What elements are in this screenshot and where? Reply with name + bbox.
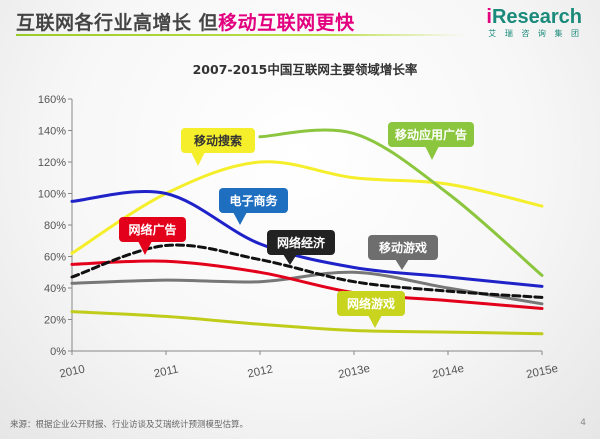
source-footnote: 来源：根据企业公开财报、行业访谈及艾瑞统计预测模型估算。	[10, 420, 249, 430]
chart-axes: 0% 20% 40% 60% 80% 100% 120% 140% 160% 2010 2011 20…	[38, 94, 559, 381]
callout-7: 网络游戏	[337, 291, 405, 328]
logo-subtitle: 艾 瑞 咨 询 集 团	[488, 29, 582, 38]
series-1-line	[70, 160, 544, 255]
y-tick-label: 60%	[44, 252, 66, 264]
callout-box	[337, 291, 405, 316]
y-tick-label: 80%	[44, 220, 66, 232]
page-number: 4	[580, 418, 586, 428]
callout-label: 移动搜索	[194, 133, 242, 148]
callout-4: 网络经济	[267, 230, 335, 265]
callout-box	[388, 122, 474, 147]
chart-lines	[70, 128, 544, 336]
y-tick-label: 0%	[50, 346, 66, 358]
logo-wordmark: iResearch	[486, 6, 582, 28]
callout-5: 网络广告	[119, 217, 186, 255]
callout-pointer	[283, 254, 297, 265]
logo-i: i	[486, 6, 492, 28]
y-tick-label: 120%	[38, 157, 66, 169]
y-tick-label: 140%	[38, 126, 66, 138]
callout-label: 移动应用广告	[395, 127, 467, 142]
callout-1: 移动搜索	[181, 128, 255, 166]
y-tick-label: 160%	[38, 94, 66, 106]
series-4-line	[70, 243, 544, 299]
title-underline	[16, 34, 466, 36]
callout-box	[267, 230, 335, 255]
callout-6: 移动游戏	[368, 235, 438, 270]
x-tick-label: 2013e	[337, 363, 371, 381]
series-2-line	[258, 128, 544, 277]
series-7-line	[70, 310, 544, 336]
callout-pointer	[233, 212, 247, 225]
x-tick-label: 2012	[246, 363, 274, 380]
y-tick-label: 40%	[44, 283, 66, 295]
slide-title: 互联网各行业高增长 但移动互联网更快	[16, 8, 355, 35]
iresearch-logo: iResearch 艾 瑞 咨 询 集 团	[486, 6, 582, 39]
callout-box	[119, 217, 186, 242]
logo-research: Research	[491, 6, 582, 28]
callout-3: 电子商务	[219, 188, 288, 225]
callout-label: 网络游戏	[347, 296, 395, 311]
x-tick-label: 2010	[58, 363, 86, 380]
callout-pointer	[395, 259, 409, 270]
callout-label: 电子商务	[229, 193, 278, 208]
slide-title-part1: 互联网各行业高增长 但	[16, 12, 219, 34]
series-6-line	[70, 270, 544, 306]
x-tick-label: 2014e	[431, 363, 465, 381]
callout-label: 网络经济	[277, 235, 326, 250]
slide-title-highlight: 移动互联网更快	[218, 12, 355, 34]
callout-pointer	[368, 315, 382, 328]
callout-pointer	[138, 241, 152, 255]
callout-label: 移动游戏	[379, 240, 427, 255]
callout-box	[368, 235, 438, 260]
callout-pointer	[425, 146, 439, 160]
callout-box	[181, 128, 255, 153]
y-tick-label: 100%	[38, 189, 66, 201]
series-3-line	[70, 189, 544, 288]
y-tick-label: 20%	[44, 315, 66, 327]
x-tick-label: 2015e	[525, 363, 559, 381]
callout-2: 移动应用广告	[388, 122, 474, 160]
callout-label: 网络广告	[128, 222, 176, 237]
callout-pointer	[191, 152, 205, 166]
series-5-line	[70, 259, 544, 310]
callout-box	[219, 188, 288, 213]
chart-title: 2007-2015中国互联网主要领域增长率	[193, 62, 418, 77]
x-tick-label: 2011	[153, 364, 180, 381]
